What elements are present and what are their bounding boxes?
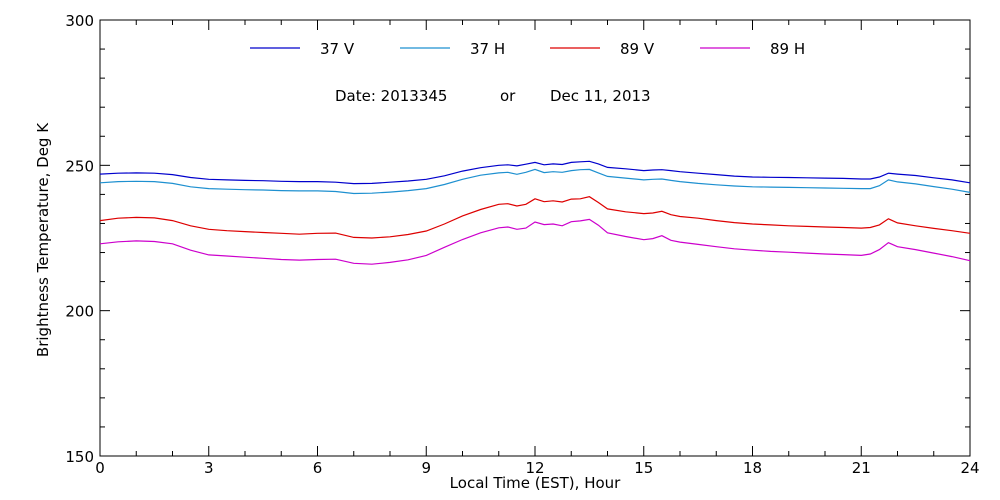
y-axis-label: Brightness Temperature, Deg K xyxy=(34,122,52,357)
legend-label: 89 H xyxy=(770,40,805,58)
date-label: Date: 2013345 xyxy=(335,87,447,105)
x-tick-label: 0 xyxy=(95,459,105,477)
x-tick-label: 3 xyxy=(204,459,214,477)
y-tick-label: 300 xyxy=(65,12,94,30)
series-line-37-v xyxy=(99,160,971,185)
x-axis-ticks: 0 3 6 9 12 15 18 21 24 xyxy=(95,20,980,477)
legend: 37 V 37 H 89 V 89 H xyxy=(250,40,805,58)
y-tick-label: 250 xyxy=(65,157,94,175)
y-tick-label: 150 xyxy=(65,448,94,466)
series-line-89-h xyxy=(99,218,971,265)
series-line-89-v xyxy=(99,196,971,239)
date-or-label: or xyxy=(500,87,516,105)
x-tick-label: 6 xyxy=(313,459,323,477)
x-tick-label: 18 xyxy=(743,459,762,477)
x-axis-label: Local Time (EST), Hour xyxy=(450,474,621,492)
x-tick-label: 21 xyxy=(852,459,871,477)
x-tick-label: 24 xyxy=(960,459,979,477)
legend-label: 37 V xyxy=(320,40,355,58)
series-line-37-h xyxy=(99,168,971,195)
legend-label: 37 H xyxy=(470,40,505,58)
x-tick-label: 12 xyxy=(525,459,544,477)
x-tick-label: 15 xyxy=(634,459,653,477)
legend-label: 89 V xyxy=(620,40,655,58)
series-lines xyxy=(99,160,971,265)
x-tick-label: 9 xyxy=(421,459,431,477)
date-text: Dec 11, 2013 xyxy=(550,87,651,105)
y-tick-label: 200 xyxy=(65,303,94,321)
y-axis-ticks: 150 200 250 300 xyxy=(65,12,970,466)
